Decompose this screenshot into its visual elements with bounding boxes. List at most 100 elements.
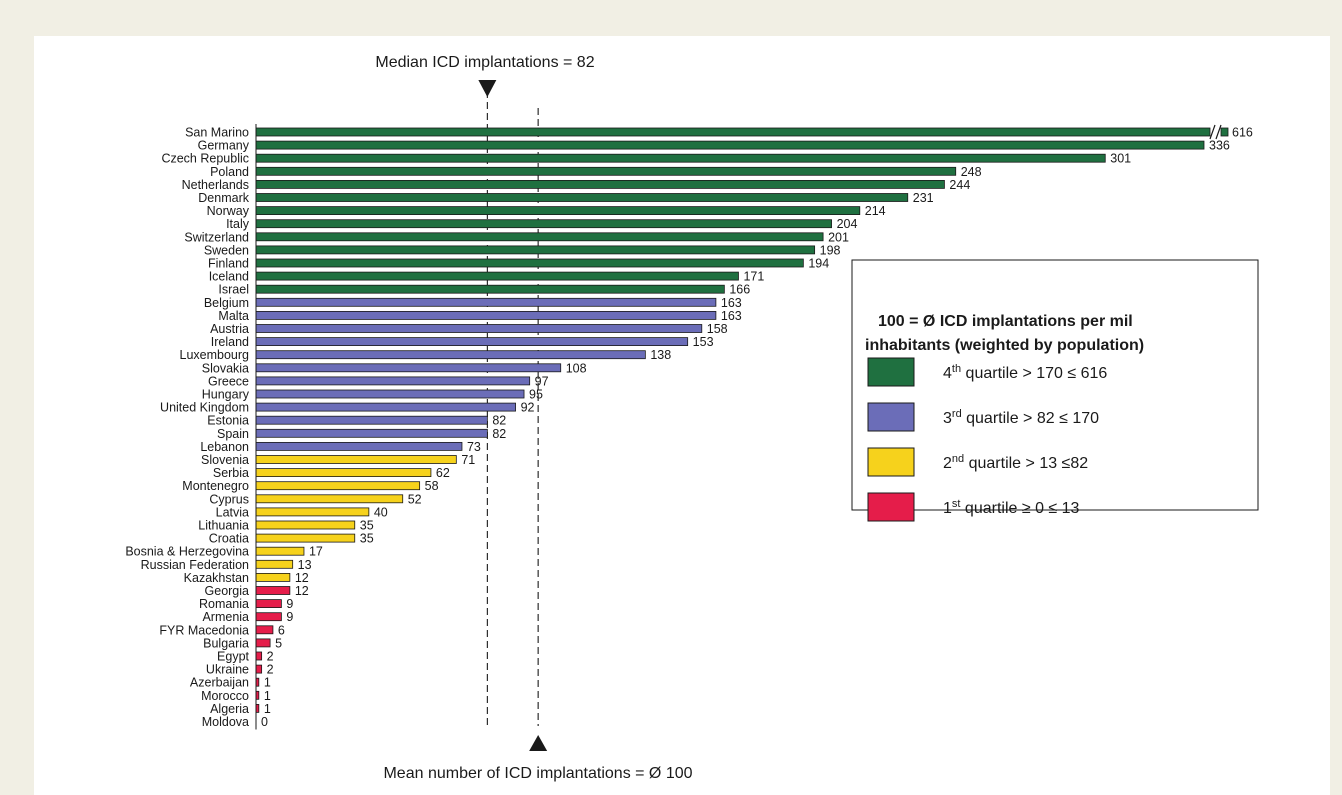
value-label-sweden: 198: [820, 243, 841, 257]
bar-norway: [255, 206, 861, 216]
value-label-fyr-macedonia: 6: [278, 623, 285, 637]
bar-iceland: [255, 271, 739, 281]
category-label-poland: Poland: [210, 165, 249, 179]
category-label-netherlands: Netherlands: [182, 178, 249, 192]
bar-united-kingdom: [255, 402, 516, 412]
category-label-estonia: Estonia: [207, 414, 249, 428]
value-label-egypt: 2: [267, 650, 274, 664]
category-label-finland: Finland: [208, 257, 249, 271]
category-label-austria: Austria: [210, 322, 249, 336]
value-label-netherlands: 244: [949, 178, 970, 192]
bar-montenegro: [255, 481, 421, 491]
value-label-azerbaijan: 1: [264, 676, 271, 690]
axis-break-mark: [1215, 124, 1222, 140]
bar-romania: [255, 599, 282, 608]
category-label-switzerland: Switzerland: [184, 230, 249, 244]
category-label-croatia: Croatia: [209, 532, 249, 546]
category-label-kazakhstan: Kazakhstan: [184, 571, 249, 585]
value-label-luxembourg: 138: [650, 348, 671, 362]
value-label-czech-republic: 301: [1110, 152, 1131, 166]
bar-egypt: [255, 651, 263, 661]
bar-netherlands: [255, 179, 945, 189]
value-label-iceland: 171: [743, 270, 764, 284]
value-label-morocco: 1: [264, 689, 271, 703]
value-label-malta: 163: [721, 309, 742, 323]
bar-croatia: [255, 533, 356, 543]
median-arrow-icon: [478, 80, 497, 97]
category-label-hungary: Hungary: [202, 388, 250, 402]
category-label-serbia: Serbia: [213, 466, 249, 480]
value-label-united-kingdom: 92: [521, 401, 535, 415]
bar-latvia: [255, 507, 370, 517]
bar-serbia: [255, 468, 432, 478]
category-label-lebanon: Lebanon: [200, 440, 249, 454]
category-label-fyr-macedonia: FYR Macedonia: [159, 623, 249, 637]
category-label-egypt: Egypt: [217, 650, 249, 664]
bar-poland: [255, 166, 957, 176]
value-label-estonia: 82: [492, 414, 506, 428]
category-label-belgium: Belgium: [204, 296, 249, 310]
bar-italy: [255, 219, 832, 229]
value-label-lebanon: 73: [467, 440, 481, 454]
bar-switzerland: [255, 232, 824, 242]
value-label-kazakhstan: 12: [295, 571, 309, 585]
category-label-italy: Italy: [226, 217, 250, 231]
bar-san-marino: [255, 127, 1211, 137]
category-label-algeria: Algeria: [210, 702, 249, 716]
category-label-bosnia-and-herzegovina: Bosnia & Herzegovina: [125, 545, 249, 559]
category-label-iceland: Iceland: [209, 270, 249, 284]
value-label-norway: 214: [865, 204, 886, 218]
median-label: Median ICD implantations = 82: [375, 54, 594, 71]
value-label-montenegro: 58: [425, 479, 439, 493]
category-label-montenegro: Montenegro: [182, 479, 249, 493]
value-label-italy: 204: [837, 217, 858, 231]
category-label-united-kingdom: United Kingdom: [160, 401, 249, 415]
category-label-lithuania: Lithuania: [198, 519, 249, 533]
legend-swatch-q4: [867, 357, 915, 387]
value-label-georgia: 12: [295, 584, 309, 598]
category-label-morocco: Morocco: [201, 689, 249, 703]
value-label-germany: 336: [1209, 139, 1230, 153]
bar-bosnia-and-herzegovina: [255, 546, 305, 556]
category-label-cyprus: Cyprus: [209, 492, 249, 506]
category-label-ireland: Ireland: [211, 335, 249, 349]
category-label-czech-republic: Czech Republic: [161, 152, 249, 166]
bar-russian-federation: [255, 559, 294, 569]
bar-kazakhstan: [255, 573, 291, 582]
category-label-moldova: Moldova: [202, 715, 249, 729]
chart-panel: San Marino Germany Czech Republic Poland Net…: [34, 36, 1330, 795]
legend: 100 = Ø ICD implantations per mil inhabi…: [851, 259, 1259, 522]
value-label-serbia: 62: [436, 466, 450, 480]
legend-box: [851, 259, 1259, 511]
value-label-ukraine: 2: [267, 663, 274, 677]
bar-fyr-macedonia: [255, 625, 274, 635]
category-label-sweden: Sweden: [204, 243, 249, 257]
category-label-denmark: Denmark: [198, 191, 249, 205]
legend-label-q2: 2nd quartile > 13 ≤82: [943, 453, 1088, 472]
bar-finland: [255, 258, 804, 268]
bar-israel: [255, 284, 725, 294]
bar-denmark: [255, 193, 909, 202]
legend-title-line2: inhabitants (weighted by population): [865, 337, 1144, 354]
legend-title-line1: 100 = Ø ICD implantations per mil: [878, 313, 1133, 330]
value-label-lithuania: 35: [360, 519, 374, 533]
bar-malta: [255, 310, 717, 320]
category-label-romania: Romania: [199, 597, 249, 611]
category-label-spain: Spain: [217, 427, 249, 441]
bar-germany: [255, 140, 1205, 150]
category-label-san-marino: San Marino: [185, 126, 249, 140]
bar-lithuania: [255, 520, 356, 530]
value-label-spain: 82: [492, 427, 506, 441]
value-label-bulgaria: 5: [275, 636, 282, 650]
bar-czech-republic: [255, 153, 1106, 163]
value-label-moldova: 0: [261, 715, 268, 729]
value-label-romania: 9: [286, 597, 293, 611]
category-label-germany: Germany: [198, 139, 250, 153]
legend-label-q3: 3rd quartile > 82 ≤ 170: [943, 408, 1099, 427]
bar-luxembourg: [255, 350, 646, 360]
category-label-norway: Norway: [207, 204, 250, 218]
value-label-belgium: 163: [721, 296, 742, 310]
value-label-croatia: 35: [360, 532, 374, 546]
bar-slovakia: [255, 363, 562, 373]
